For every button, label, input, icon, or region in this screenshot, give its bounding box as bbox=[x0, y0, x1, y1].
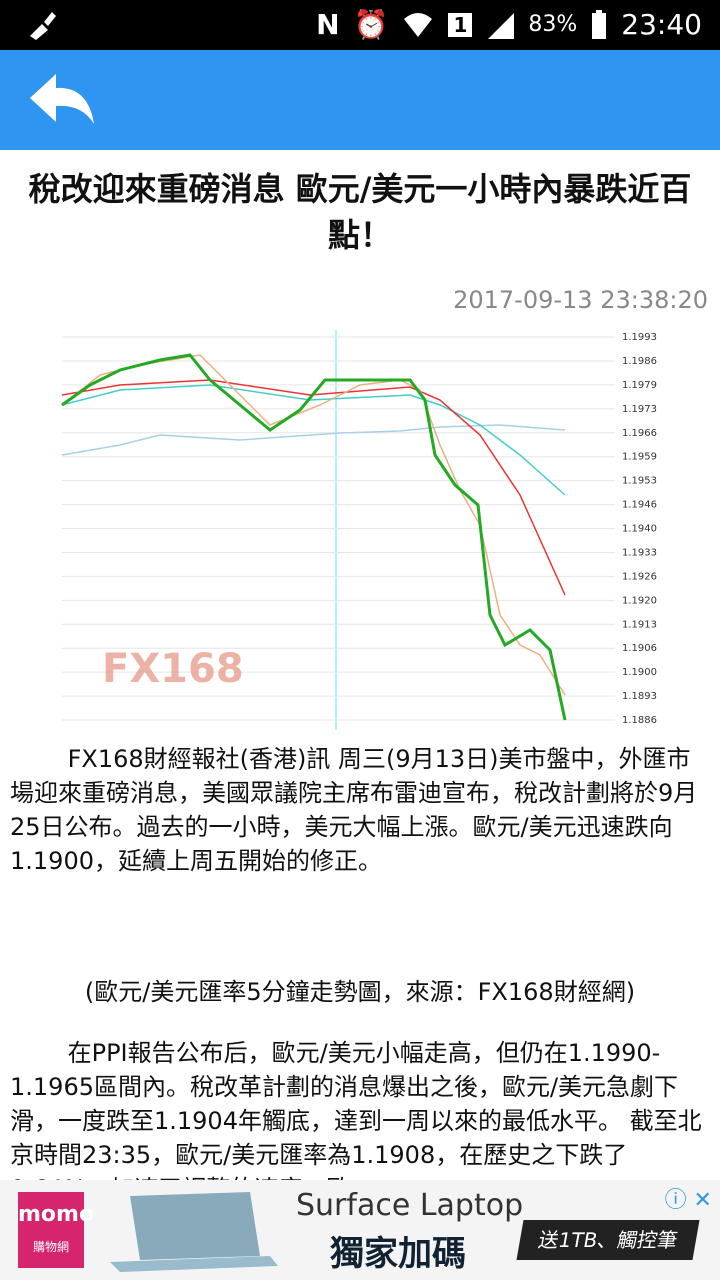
battery-level: 83% bbox=[528, 12, 578, 37]
image-caption: (歐元/美元匯率5分鐘走勢圖，來源：FX168財經網) bbox=[84, 978, 636, 1006]
alarm-icon: ⏰ bbox=[353, 8, 389, 41]
price-label: 1.1979 bbox=[622, 380, 657, 391]
price-label: 1.1993 bbox=[622, 332, 657, 343]
network-icon: N bbox=[316, 8, 340, 41]
watermark: FX168 bbox=[102, 646, 244, 692]
back-button[interactable] bbox=[26, 68, 106, 138]
price-label: 1.1893 bbox=[622, 691, 657, 702]
price-label: 1.1886 bbox=[622, 715, 657, 726]
chart-image: FX168 1.1993 1.1986 1.1979 1.1973 1.1966 1.19… bbox=[60, 325, 660, 730]
ad-offer: 送1TB、觸控筆 bbox=[516, 1220, 700, 1260]
ad-banner[interactable]: momo 購物網 Surface Laptop 獨家加碼 送1TB、觸控筆 ⓘ … bbox=[0, 1180, 720, 1280]
ad-brand: momo bbox=[18, 1202, 95, 1227]
price-label: 1.1953 bbox=[622, 476, 657, 487]
price-label: 1.1913 bbox=[622, 619, 657, 630]
ad-headline: Surface Laptop bbox=[296, 1188, 524, 1223]
sim-icon: 1 bbox=[448, 12, 473, 37]
status-bar: N ⏰ 1 83% 23:40 bbox=[0, 0, 720, 50]
paragraph: 在PPI報告公布后，歐元/美元小幅走高，但仍在1.1990-1.1965區間內。… bbox=[10, 1039, 702, 1203]
article-title: 稅改迎來重磅消息 歐元/美元一小時內暴跌近百點！ bbox=[28, 170, 692, 254]
price-label: 1.1940 bbox=[622, 524, 657, 535]
ad-laptop-image bbox=[110, 1192, 278, 1272]
ad-close[interactable]: ⓘ ✕ bbox=[664, 1188, 712, 1213]
battery-icon bbox=[592, 9, 607, 39]
price-label: 1.1906 bbox=[622, 643, 657, 654]
price-label: 1.1946 bbox=[622, 500, 657, 511]
cleaner-icon bbox=[30, 12, 56, 40]
ad-brand-sub: 購物網 bbox=[32, 1240, 69, 1254]
ad-slogan: 獨家加碼 bbox=[330, 1234, 466, 1274]
price-label: 1.1920 bbox=[622, 595, 657, 606]
status-icons: N ⏰ 1 83% 23:40 bbox=[316, 8, 702, 41]
clock: 23:40 bbox=[621, 8, 702, 41]
price-label: 1.1933 bbox=[622, 547, 657, 558]
price-label: 1.1986 bbox=[622, 356, 657, 367]
price-label: 1.1966 bbox=[622, 428, 657, 439]
price-label: 1.1900 bbox=[622, 667, 657, 678]
price-label: 1.1926 bbox=[622, 571, 657, 582]
ad-logo: momo 購物網 bbox=[18, 1192, 95, 1268]
signal-icon bbox=[488, 12, 515, 39]
paragraph: FX168財經報社(香港)訊 周三(9月13日)美市盤中，外匯市場迎來重磅消息，… bbox=[10, 745, 698, 875]
article-date: 2017-09-13 23:38:20 bbox=[453, 286, 708, 314]
wifi-icon bbox=[404, 12, 433, 37]
price-label: 1.1973 bbox=[622, 404, 657, 415]
price-label: 1.1959 bbox=[622, 452, 657, 463]
app-bar bbox=[0, 50, 720, 150]
